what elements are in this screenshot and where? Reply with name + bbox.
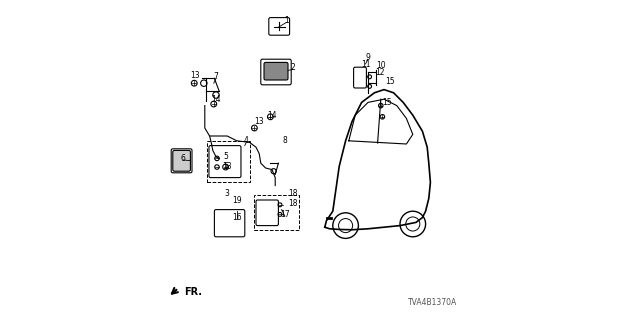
Text: 18: 18	[288, 199, 298, 208]
Text: 18: 18	[288, 189, 298, 198]
Text: 8: 8	[282, 136, 287, 145]
Text: 13: 13	[222, 162, 232, 171]
Text: 19: 19	[232, 196, 243, 204]
FancyBboxPatch shape	[173, 150, 191, 171]
Text: 17: 17	[280, 210, 290, 219]
Text: 12: 12	[376, 68, 385, 76]
Text: 15: 15	[385, 77, 395, 86]
Text: TVA4B1370A: TVA4B1370A	[408, 298, 458, 307]
Text: 4: 4	[244, 136, 249, 145]
Text: 2: 2	[291, 63, 295, 72]
Text: 13: 13	[190, 71, 200, 80]
Text: 9: 9	[365, 53, 371, 62]
Text: 5: 5	[223, 162, 228, 171]
Text: 14: 14	[211, 95, 221, 104]
Text: 14: 14	[267, 111, 277, 120]
Text: 10: 10	[376, 61, 386, 70]
Text: 15: 15	[381, 98, 392, 107]
Text: 16: 16	[232, 213, 242, 222]
Text: 11: 11	[362, 60, 371, 68]
Text: 5: 5	[223, 152, 228, 161]
Text: 3: 3	[225, 189, 230, 198]
FancyBboxPatch shape	[264, 62, 288, 80]
Text: 1: 1	[284, 16, 289, 25]
Text: 6: 6	[180, 154, 186, 163]
Text: 13: 13	[254, 117, 264, 126]
Text: FR.: FR.	[184, 287, 202, 297]
Text: 7: 7	[214, 72, 218, 81]
